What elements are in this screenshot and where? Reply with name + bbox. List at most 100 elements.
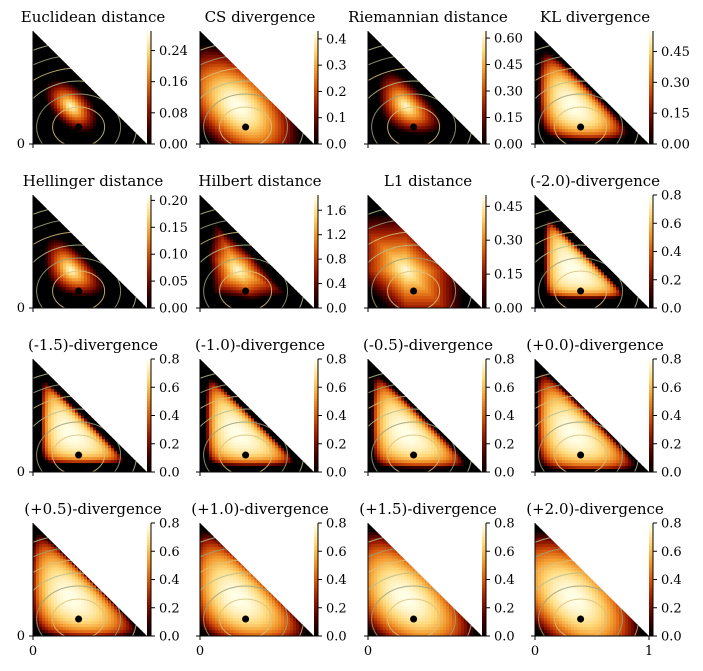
heat-cell: [550, 117, 554, 121]
heat-cell: [206, 81, 210, 85]
heat-cell: [221, 221, 225, 226]
colorbar-segment: [147, 118, 151, 122]
heat-cell: [224, 84, 228, 88]
heat-cell: [93, 93, 97, 97]
heat-cell: [203, 215, 207, 220]
heat-cell: [416, 138, 420, 142]
heat-cell: [535, 105, 539, 109]
heat-cell: [440, 135, 444, 139]
heat-cell: [36, 195, 40, 199]
heat-cell: [395, 99, 399, 103]
heat-cell: [111, 275, 115, 279]
heat-cell: [236, 81, 240, 85]
heat-cell: [574, 120, 578, 124]
heat-cell: [218, 281, 222, 285]
heat-cell: [257, 120, 261, 124]
heat-cell: [218, 278, 222, 282]
heat-cell: [431, 117, 435, 121]
heat-cell: [224, 296, 228, 300]
heat-cell: [42, 81, 46, 85]
heat-cell: [51, 45, 55, 50]
heat-cell: [33, 120, 37, 124]
heat-cell: [45, 51, 49, 56]
heat-cell: [476, 141, 480, 144]
heat-cell: [637, 129, 641, 133]
heat-cell: [215, 87, 219, 91]
heat-cell: [383, 69, 387, 74]
heat-cell: [57, 230, 61, 235]
heat-cell: [209, 215, 213, 220]
heat-cell: [206, 96, 210, 100]
heat-cell: [57, 275, 61, 279]
heat-cell: [374, 102, 378, 106]
heat-cell: [568, 96, 572, 100]
heat-cell: [69, 245, 73, 249]
heat-cell: [39, 60, 43, 65]
heat-cell: [395, 54, 399, 59]
heat-cell: [601, 102, 605, 106]
heat-cell: [227, 278, 231, 282]
heat-cell: [254, 132, 258, 136]
colorbar-segment: [482, 141, 486, 145]
heat-cell: [33, 233, 37, 238]
heat-cell: [39, 72, 43, 76]
heat-cell: [81, 239, 85, 243]
heat-cell: [407, 102, 411, 106]
heat-cell: [102, 105, 106, 109]
heat-cell: [392, 120, 396, 124]
heat-cell: [464, 132, 468, 136]
heat-cell: [254, 284, 258, 288]
heat-cell: [371, 66, 375, 71]
heat-cell: [75, 108, 79, 112]
heat-cell: [284, 138, 288, 142]
heat-cell: [84, 287, 88, 291]
heat-cell: [87, 111, 91, 115]
heat-cell: [395, 111, 399, 115]
heat-cell: [260, 290, 264, 294]
heat-cell: [236, 132, 240, 136]
heat-cell: [544, 111, 548, 115]
heat-cell: [458, 132, 462, 136]
heat-cell: [72, 272, 76, 276]
heat-cell: [580, 75, 584, 79]
colorbar-segment: [147, 45, 151, 49]
contour-line: [387, 106, 441, 144]
heat-cell: [371, 51, 375, 56]
heat-cell: [446, 138, 450, 142]
heat-cell: [263, 120, 267, 124]
heat-cell: [224, 132, 228, 136]
heat-cell: [69, 78, 73, 82]
heat-cell: [72, 230, 76, 235]
heat-cell: [547, 66, 551, 71]
heat-cell: [42, 284, 46, 288]
heat-cell: [212, 69, 216, 74]
heat-cell: [42, 254, 46, 258]
heat-cell: [245, 81, 249, 85]
heat-cell: [203, 209, 207, 214]
heat-cell: [215, 305, 219, 308]
heat-cell: [299, 302, 303, 306]
heat-cell: [230, 305, 234, 308]
heat-cell: [242, 239, 246, 243]
heat-cell: [39, 66, 43, 71]
heat-cell: [443, 114, 447, 118]
heat-cell: [221, 242, 225, 246]
heat-cell: [419, 135, 423, 139]
heat-cell: [389, 108, 393, 112]
heat-cell: [236, 257, 240, 261]
heat-cell: [413, 87, 417, 91]
heat-cell: [574, 96, 578, 100]
heat-cell: [230, 81, 234, 85]
colorbar-segment: [649, 135, 653, 139]
heat-cell: [45, 269, 49, 273]
heat-cell: [281, 275, 285, 279]
heat-cell: [574, 90, 578, 94]
heat-cell: [81, 84, 85, 88]
heat-cell: [583, 114, 587, 118]
heat-cell: [93, 120, 97, 124]
heat-cell: [308, 138, 312, 142]
colorbar-segment: [314, 81, 318, 86]
heat-cell: [206, 138, 210, 142]
heat-cell: [84, 251, 88, 255]
heat-cell: [269, 302, 273, 306]
